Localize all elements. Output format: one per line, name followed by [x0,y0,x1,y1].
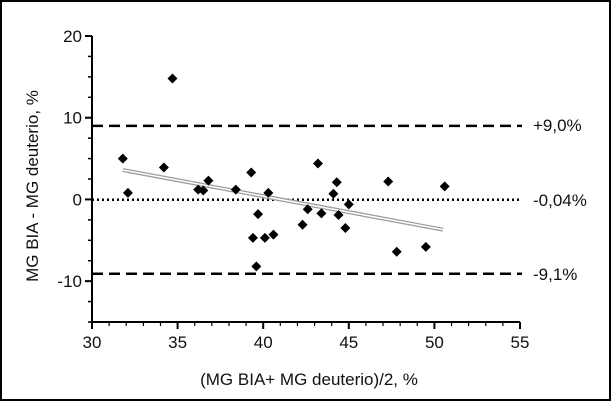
data-point-9 [247,232,258,243]
data-points [117,73,450,272]
x-tick-label-2: 40 [254,333,273,352]
x-axis-label: (MG BIA+ MG deuterio)/2, % [200,370,418,389]
y-tick-label-0: 20 [63,27,82,46]
data-point-12 [259,232,270,243]
x-ticks: 30 35 40 45 50 55 [83,322,530,352]
data-point-16 [302,204,313,215]
data-point-6 [203,175,214,186]
y-tick-label-1: 10 [63,109,82,128]
trend-line-inner [122,169,444,231]
data-point-21 [333,209,344,220]
ref-label-mean: -0,04% [533,191,587,210]
data-point-15 [297,219,308,230]
y-tick-label-3: -10 [57,272,82,291]
trend-line-group [122,168,444,232]
x-tick-label-5: 55 [511,333,530,352]
data-point-26 [420,241,431,252]
y-tick-label-2: 0 [73,190,82,209]
x-tick-label-3: 45 [339,333,358,352]
data-point-23 [343,199,354,210]
data-point-8 [246,167,257,178]
data-point-19 [328,188,339,199]
data-point-17 [312,158,323,169]
ref-label-lower: -9,1% [533,265,577,284]
data-point-22 [340,223,351,234]
data-point-5 [198,185,209,196]
data-point-3 [167,73,178,84]
x-tick-label-4: 50 [425,333,444,352]
ref-label-upper: +9,0% [533,116,582,135]
reference-lines [92,124,522,276]
data-point-14 [268,229,279,240]
data-point-18 [316,208,327,219]
y-axis-label: MG BIA - MG deuterio, % [23,90,42,282]
x-tick-label-0: 30 [83,333,102,352]
x-tick-label-1: 35 [168,333,187,352]
data-point-10 [251,261,262,272]
data-point-0 [117,153,128,164]
data-point-1 [122,187,133,198]
data-point-7 [230,184,241,195]
data-point-13 [263,187,274,198]
y-ticks: 20 10 0 -10 [57,27,92,323]
data-point-25 [391,246,402,257]
data-point-27 [439,181,450,192]
data-point-2 [158,162,169,173]
data-point-20 [331,177,342,188]
data-point-11 [253,209,264,220]
data-point-24 [383,176,394,187]
